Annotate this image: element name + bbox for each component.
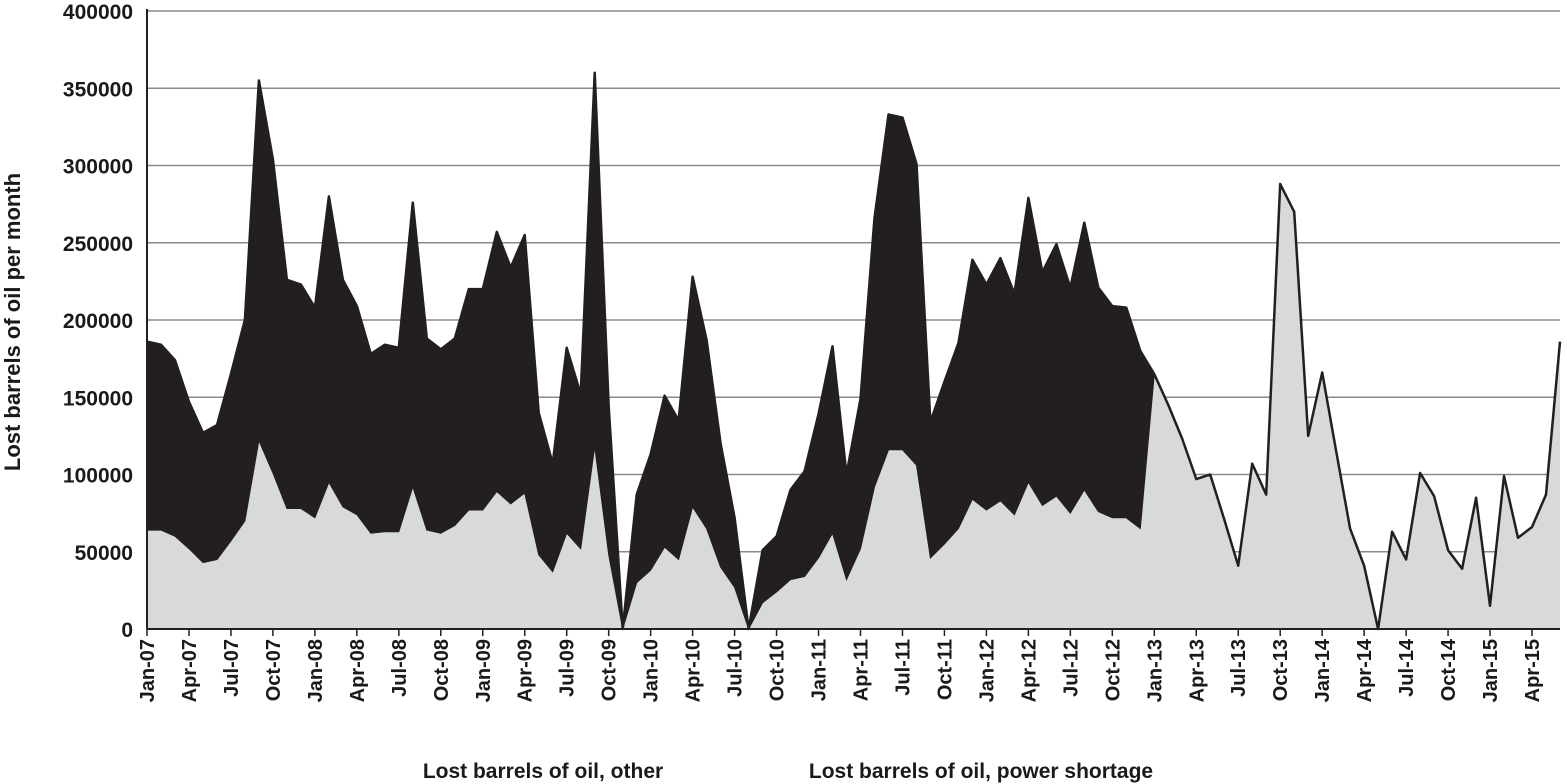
x-tick-label: Oct-13 (1270, 639, 1292, 701)
axes (146, 9, 1560, 636)
x-tick-label: Jul-11 (892, 639, 914, 696)
x-tick-label: Jul-13 (1228, 639, 1250, 697)
x-tick-label: Apr-14 (1354, 638, 1376, 702)
total-outline (146, 71, 1562, 631)
x-tick-label: Apr-10 (683, 639, 705, 702)
y-tick-label: 300000 (63, 156, 133, 179)
x-tick-label: Jul-14 (1396, 638, 1418, 697)
x-tick-label: Apr-08 (347, 639, 369, 702)
y-tick-labels: 0 50000 100000 150000 200000 250000 300000 3500… (63, 1, 133, 642)
y-tick-label: 50000 (75, 542, 133, 565)
y-tick-label: 100000 (63, 465, 133, 488)
x-tick-label: Oct-14 (1438, 638, 1460, 701)
y-tick-label: 150000 (63, 387, 133, 410)
x-tick-label: Oct-09 (599, 639, 621, 701)
x-tick-label: Jan-13 (1144, 639, 1166, 702)
x-tick-label: Jan-14 (1312, 638, 1334, 702)
x-tick-label: Apr-09 (515, 639, 537, 702)
x-tick-label: Apr-07 (179, 639, 201, 702)
y-tick-label: 350000 (63, 78, 133, 101)
x-tick-label: Jan-11 (809, 639, 831, 701)
legend-label-power-shortage: Lost barrels of oil, power shortage (809, 760, 1153, 783)
x-tick-label: Oct-12 (1102, 639, 1124, 701)
legend-label-other: Lost barrels of oil, other (423, 760, 663, 783)
series-areas (146, 71, 1562, 631)
x-tick-label: Jan-12 (976, 639, 998, 702)
y-tick-label: 250000 (63, 233, 133, 256)
x-tick-label: Jul-08 (389, 639, 411, 697)
y-tick-label: 400000 (63, 1, 133, 24)
y-axis-label: Lost barrels of oil per month (0, 173, 25, 471)
x-tick-label: Oct-07 (263, 639, 285, 701)
x-tick-label: Oct-11 (934, 639, 956, 700)
x-tick-label: Jan-08 (305, 639, 327, 702)
x-tick-label: Apr-13 (1186, 639, 1208, 702)
x-tick-label: Jul-10 (725, 639, 747, 697)
x-tick-label: Oct-08 (431, 639, 453, 701)
x-tick-label: Apr-15 (1522, 639, 1544, 702)
x-tick-label: Apr-11 (850, 639, 872, 701)
x-tick-label: Jul-09 (557, 639, 579, 697)
y-tick-label: 0 (121, 619, 133, 642)
x-tick-label: Jan-10 (641, 639, 663, 702)
x-tick-labels: Jan-07 Apr-07 Jul-07 Oct-07 Jan-08 Apr-08 Jul-… (137, 638, 1544, 702)
area-lost-barrels-other (147, 184, 1560, 629)
x-tick-label: Oct-10 (767, 639, 789, 701)
x-tick-label: Apr-12 (1018, 639, 1040, 702)
x-tick-label: Jan-09 (473, 639, 495, 702)
x-tick-label: Jan-07 (137, 639, 159, 702)
x-tick-label: Jan-15 (1480, 639, 1502, 702)
x-tick-label: Jul-12 (1060, 639, 1082, 697)
y-tick-label: 200000 (63, 310, 133, 333)
x-tick-label: Jul-07 (221, 639, 243, 697)
